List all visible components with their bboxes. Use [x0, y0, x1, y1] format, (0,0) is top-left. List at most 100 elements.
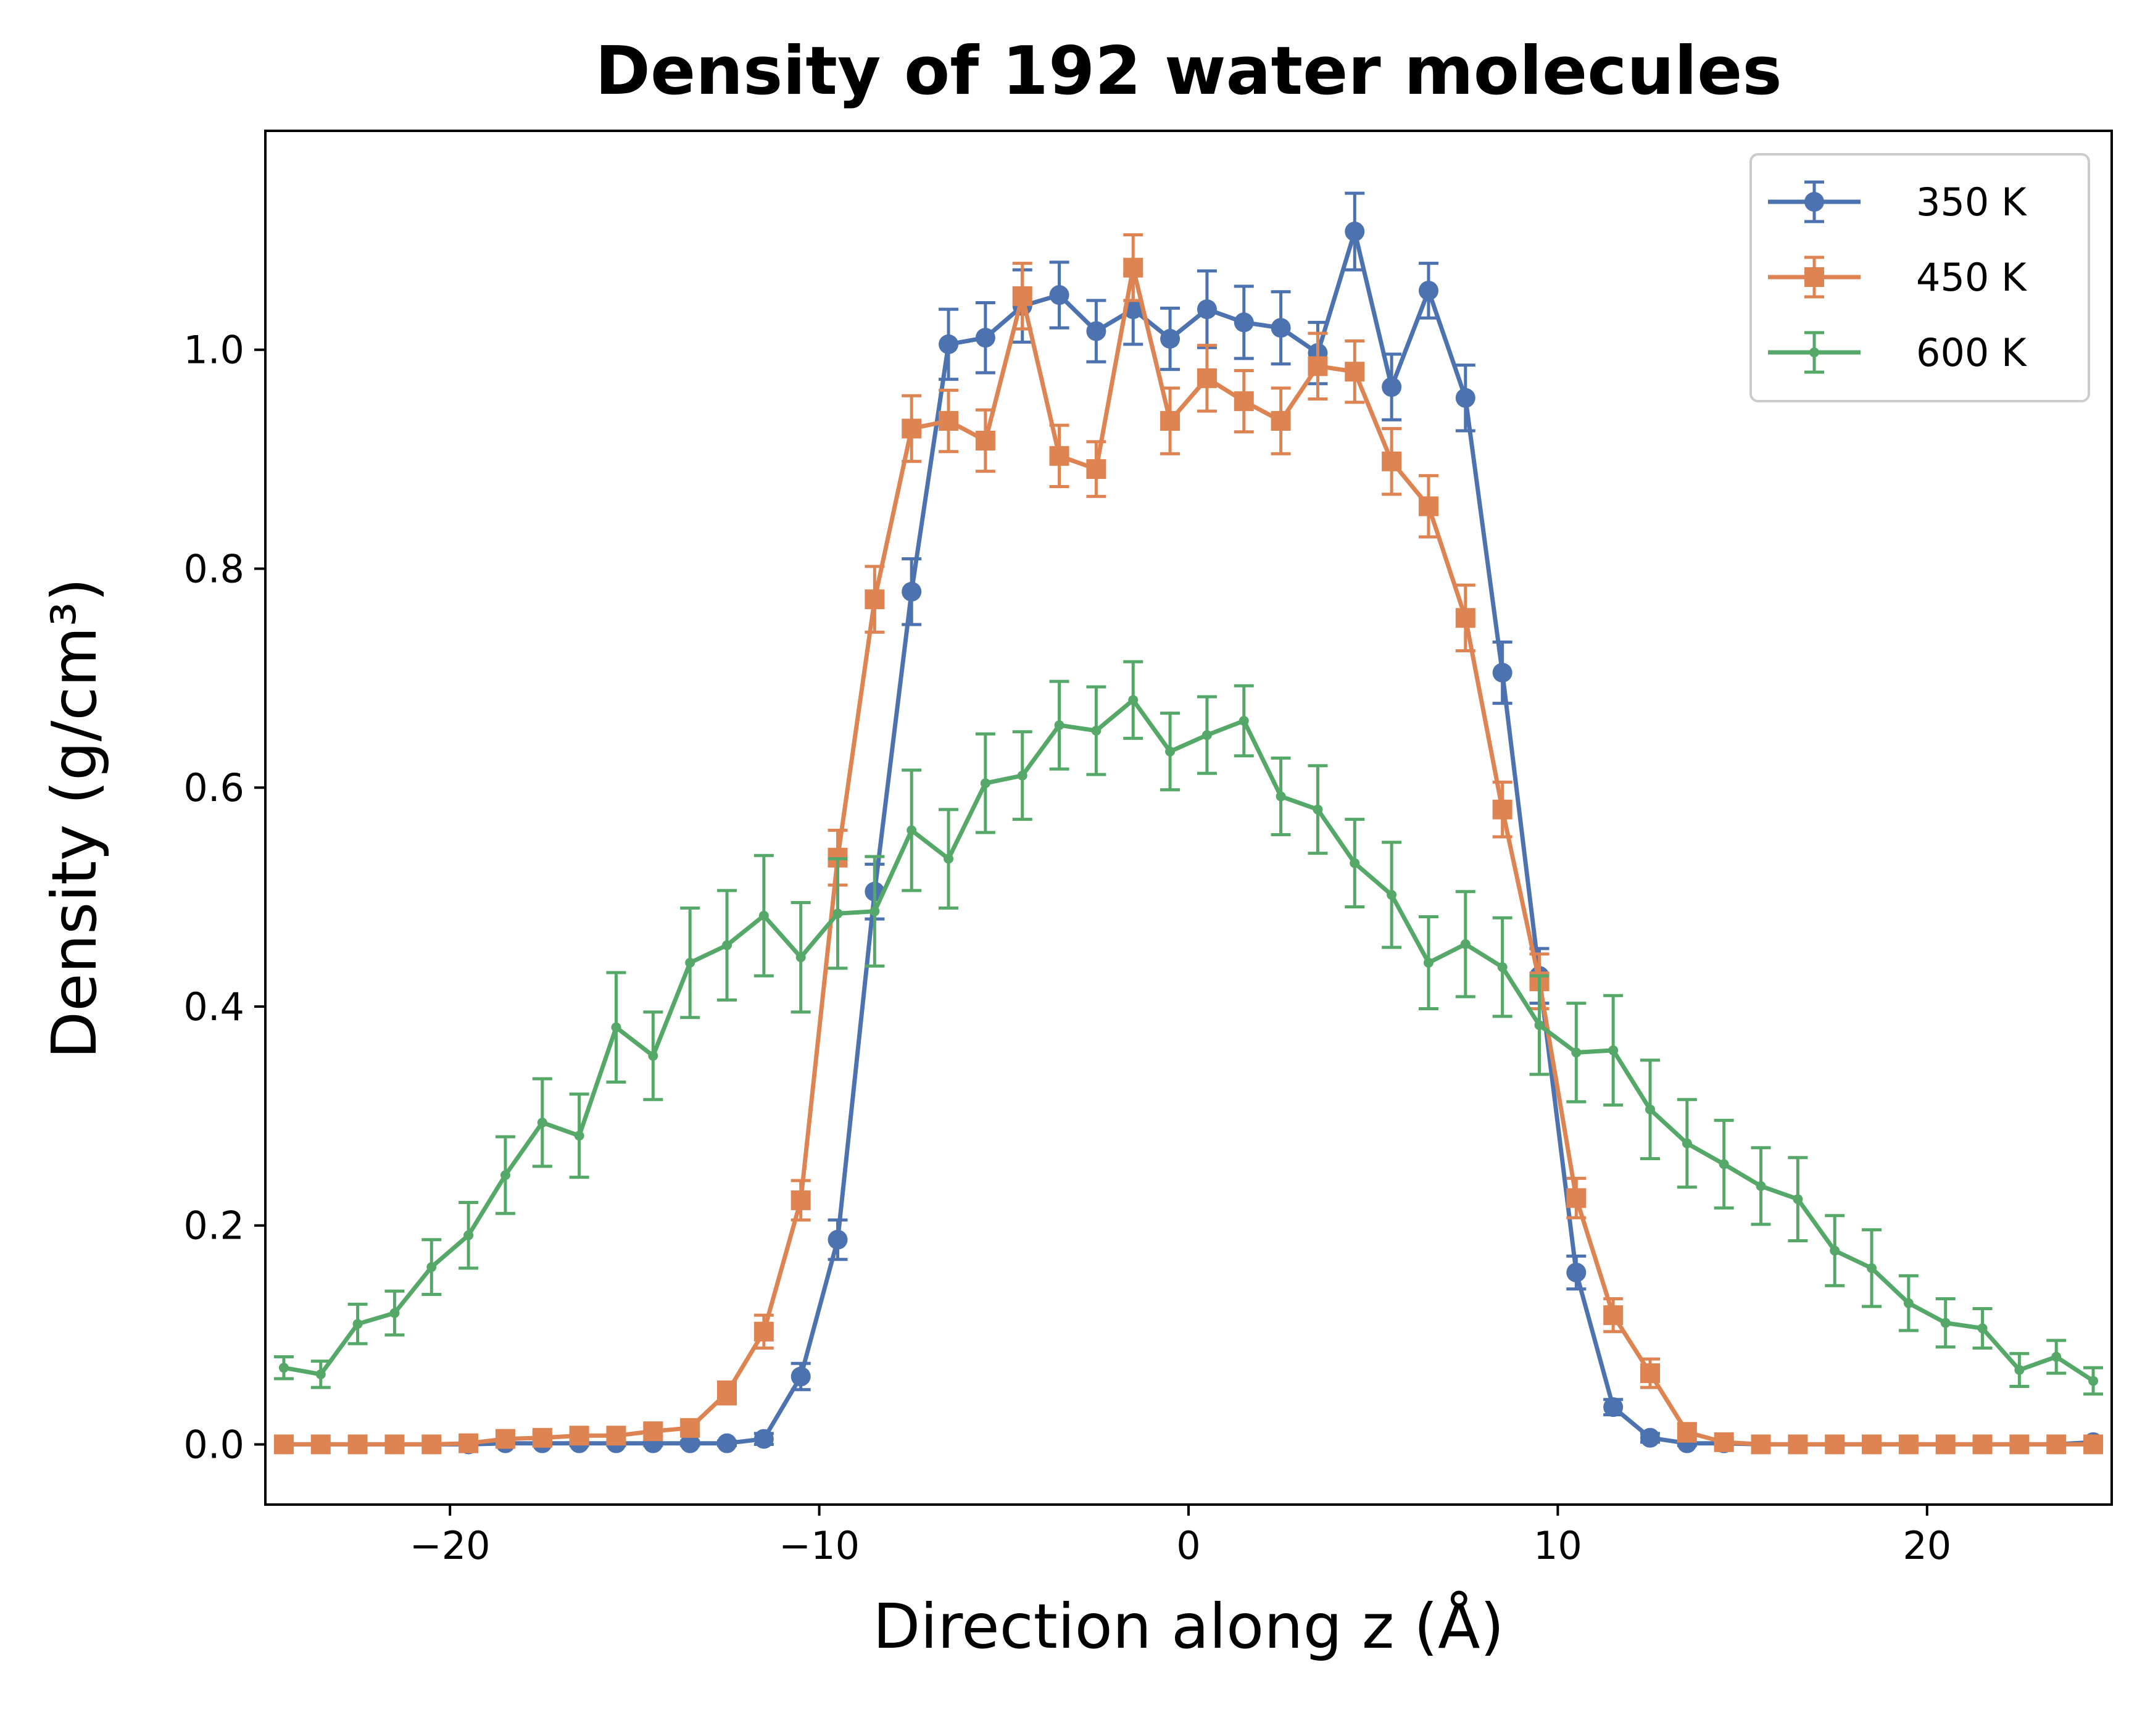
data-point [1492, 662, 1512, 683]
data-point [532, 1427, 552, 1448]
data-point [1271, 318, 1291, 338]
data-point [1160, 329, 1181, 349]
data-point [1345, 362, 1365, 382]
data-point [347, 1434, 368, 1455]
x-tick-label: 20 [1903, 1523, 1951, 1568]
data-point [1382, 377, 1402, 397]
data-point [1086, 459, 1106, 480]
x-tick-label: 10 [1533, 1523, 1582, 1568]
data-point [1160, 411, 1181, 431]
data-point [1382, 451, 1402, 471]
data-point [1862, 1434, 1882, 1455]
data-point [1497, 962, 1508, 973]
legend-marker [1804, 192, 1824, 212]
data-point [680, 1418, 700, 1438]
data-point [1234, 312, 1254, 333]
data-point [939, 411, 959, 431]
data-point [865, 589, 885, 610]
data-point [500, 1170, 510, 1181]
data-point [1308, 356, 1328, 376]
data-point [574, 1131, 584, 1141]
data-point [1935, 1434, 1956, 1455]
data-point [1603, 1397, 1624, 1418]
data-point [352, 1319, 363, 1329]
data-point [1271, 411, 1291, 431]
data-point [384, 1434, 405, 1455]
series-line [283, 265, 2094, 1447]
data-point [1825, 1434, 1845, 1455]
data-point [426, 1262, 437, 1273]
x-tick-label: −10 [779, 1523, 860, 1568]
data-point [1128, 695, 1139, 705]
chart-title: Density of 192 water molecules [595, 33, 1782, 110]
data-point [1054, 720, 1064, 731]
data-point [569, 1426, 589, 1446]
data-point [1830, 1245, 1840, 1256]
series-line [283, 697, 2095, 1383]
legend-marker [1804, 267, 1824, 287]
y-tick-label: 0.2 [183, 1203, 244, 1248]
data-point [1091, 725, 1102, 736]
data-point [1123, 257, 1143, 278]
data-point [1313, 804, 1323, 815]
data-point [869, 906, 880, 916]
data-point [902, 418, 922, 439]
y-tick-label: 0.0 [183, 1422, 244, 1467]
data-point [1012, 286, 1032, 306]
data-point [1345, 222, 1365, 242]
data-point [1455, 388, 1475, 408]
data-point [1049, 285, 1069, 305]
data-point [1903, 1298, 1914, 1308]
data-point [273, 1434, 294, 1455]
data-point [685, 958, 695, 968]
data-point [1640, 1363, 1660, 1384]
legend: 350 K 450 K 600 K [1749, 153, 2090, 402]
data-point [495, 1429, 515, 1449]
x-axis-label: Direction along z (Å) [873, 1590, 1504, 1663]
data-point [1460, 939, 1471, 949]
data-point [1719, 1159, 1729, 1169]
data-point [1608, 1045, 1619, 1055]
data-point [717, 1383, 737, 1403]
data-point [1165, 746, 1176, 757]
x-tick-label: −20 [410, 1523, 491, 1568]
legend-label: 450 K [1916, 255, 2027, 300]
y-tick-label: 0.4 [183, 984, 244, 1029]
data-point [611, 1022, 621, 1032]
data-point [907, 825, 917, 836]
legend-label: 350 K [1916, 180, 2027, 225]
data-point [315, 1369, 326, 1379]
data-point [1492, 799, 1512, 820]
data-point [537, 1117, 547, 1128]
data-point [975, 328, 995, 348]
data-point [606, 1426, 626, 1446]
legend-entry: 350 K [1768, 180, 2027, 225]
data-point [722, 940, 732, 950]
data-point [1867, 1263, 1877, 1273]
data-point [1788, 1434, 1808, 1455]
data-point [1566, 1262, 1587, 1282]
data-point [1714, 1432, 1734, 1452]
data-point [389, 1308, 400, 1318]
data-point [1086, 321, 1106, 341]
data-point [1940, 1318, 1951, 1328]
data-point [795, 952, 806, 963]
data-point [1603, 1305, 1624, 1326]
data-point [717, 1433, 737, 1453]
data-point [2046, 1434, 2067, 1455]
data-point [1387, 890, 1397, 900]
data-point [459, 1433, 479, 1453]
y-tick-label: 0.6 [183, 765, 244, 810]
series-450-k [273, 233, 2104, 1455]
data-point [944, 853, 954, 864]
data-point [753, 1429, 774, 1449]
data-point [1201, 730, 1212, 741]
data-point [939, 334, 959, 354]
data-point [1234, 391, 1254, 412]
data-point [648, 1050, 658, 1061]
data-point [828, 1229, 848, 1250]
data-point [310, 1434, 331, 1455]
data-point [278, 1363, 289, 1373]
data-point [1977, 1323, 1988, 1334]
